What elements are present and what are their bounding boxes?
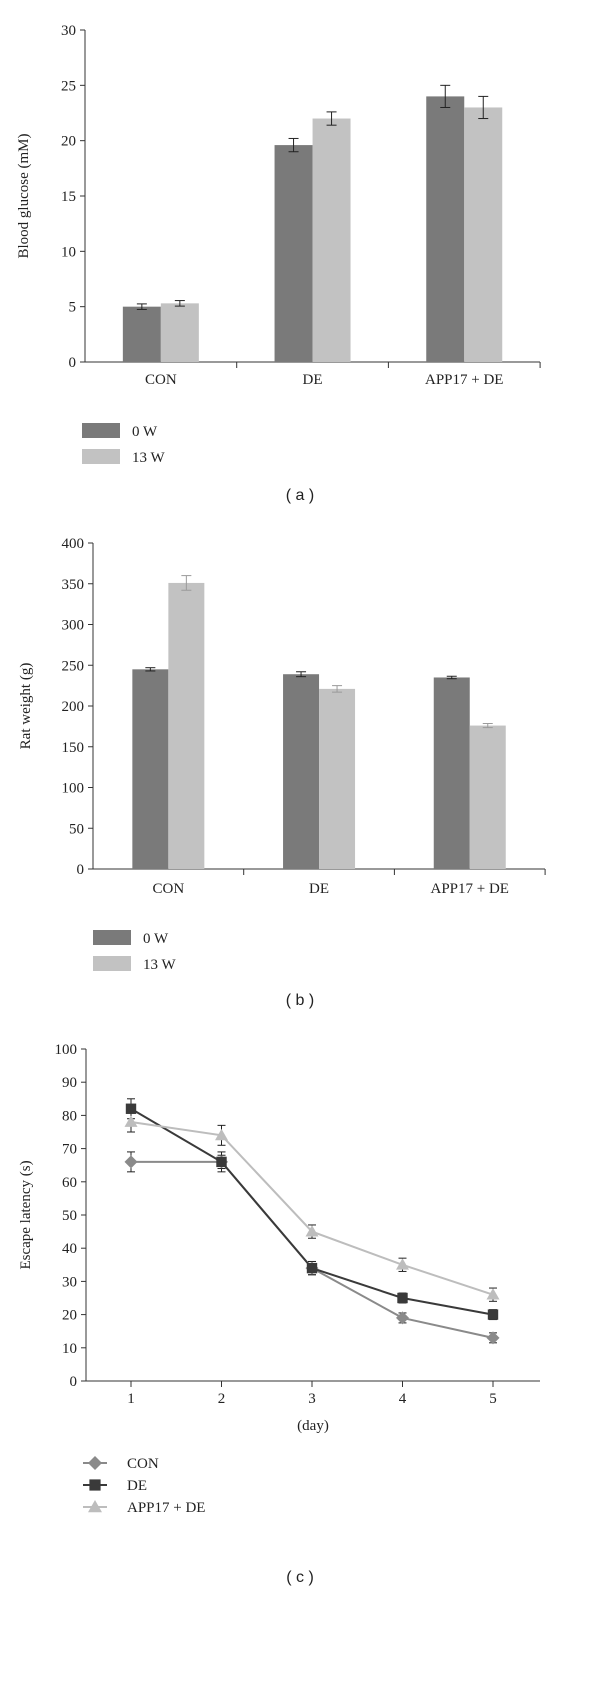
data-point (397, 1292, 408, 1304)
bar (122, 306, 161, 362)
y-axis-label: Rat weight (g) (18, 663, 34, 750)
data-point (487, 1309, 499, 1320)
legend-label: 0 W (132, 424, 158, 440)
bar (469, 725, 506, 869)
data-point (396, 1258, 409, 1270)
legend-marker (88, 1456, 102, 1470)
panel-label: ( a ) (286, 487, 314, 504)
legend-label: 13 W (132, 450, 165, 466)
y-tick-label: 100 (55, 1042, 78, 1058)
x-tick-label: 5 (489, 1391, 497, 1407)
bar (168, 582, 205, 869)
data-point (216, 1156, 227, 1168)
y-tick-label: 60 (62, 1175, 77, 1191)
chart-panel-0: 0 5 10 15 20 25 30 Blood glucose (mM) CON DE APP17… (16, 23, 541, 504)
bar (312, 118, 351, 363)
x-tick-label: 1 (127, 1391, 135, 1407)
data-point (486, 1331, 500, 1345)
bar (426, 96, 465, 363)
panel-label: ( b ) (286, 992, 314, 1009)
y-tick-label: 25 (61, 78, 76, 94)
y-tick-label: 20 (61, 134, 76, 150)
y-tick-label: 15 (61, 189, 76, 205)
x-tick-label: CON (153, 881, 185, 897)
y-tick-label: 10 (62, 1341, 77, 1357)
chart-panel-2: 0 10 20 30 40 50 60 70 80 90 100 Escape latency (s)… (18, 1042, 540, 1586)
chart-panel-1: 0 50 100 150 200 250 300 350 400 Rat weight (g) CO… (18, 536, 546, 1009)
series-line (130, 1107, 494, 1316)
y-tick-label: 10 (61, 244, 76, 260)
legend-swatch (93, 930, 131, 945)
y-tick-label: 0 (77, 862, 85, 878)
panel-label: ( c ) (286, 1569, 314, 1586)
y-tick-label: 400 (62, 536, 85, 552)
y-tick-label: 20 (62, 1308, 77, 1324)
y-tick-label: 30 (61, 23, 76, 39)
x-tick-label: DE (309, 881, 329, 897)
data-point (305, 1225, 319, 1237)
x-tick-label: 3 (308, 1391, 316, 1407)
data-point (125, 1103, 137, 1114)
y-tick-label: 100 (62, 781, 85, 797)
y-tick-label: 150 (62, 740, 85, 756)
data-point (396, 1311, 409, 1325)
y-axis-label: Escape latency (s) (18, 1160, 34, 1269)
x-tick-label: APP17 + DE (425, 372, 503, 388)
data-point (124, 1115, 138, 1127)
x-tick-label: DE (303, 372, 323, 388)
legend-label: CON (127, 1456, 159, 1472)
y-tick-label: 0 (70, 1374, 78, 1390)
x-tick-label: CON (145, 372, 177, 388)
y-tick-label: 30 (62, 1274, 77, 1290)
legend-label: APP17 + DE (127, 1500, 205, 1516)
bar (319, 688, 356, 869)
series-line (131, 1160, 494, 1339)
bar (433, 677, 470, 869)
y-axis-label: Blood glucose (mM) (16, 134, 32, 259)
data-point (124, 1155, 138, 1169)
legend-label: 13 W (143, 957, 176, 973)
legend-marker (88, 1500, 102, 1513)
y-tick-label: 50 (62, 1208, 77, 1224)
bar (160, 303, 199, 362)
legend-swatch (93, 956, 131, 971)
bar (464, 107, 503, 362)
bar (283, 674, 320, 869)
x-axis-label: (day) (297, 1418, 329, 1434)
y-tick-label: 250 (62, 658, 85, 674)
y-tick-label: 300 (62, 618, 85, 634)
legend-label: 0 W (143, 931, 169, 947)
y-tick-label: 90 (62, 1075, 77, 1091)
x-tick-label: APP17 + DE (431, 881, 509, 897)
data-point (486, 1288, 500, 1300)
y-tick-label: 0 (69, 355, 77, 371)
y-tick-label: 80 (62, 1108, 77, 1124)
bar (132, 669, 169, 869)
y-tick-label: 50 (69, 821, 84, 837)
data-point (215, 1128, 228, 1141)
x-tick-label: 2 (218, 1391, 226, 1407)
legend-swatch (82, 449, 120, 464)
legend-marker (89, 1479, 101, 1491)
y-tick-label: 5 (69, 300, 77, 316)
y-tick-label: 40 (62, 1241, 77, 1257)
y-tick-label: 350 (62, 577, 85, 593)
legend-label: DE (127, 1478, 147, 1494)
bar (274, 145, 313, 362)
data-point (306, 1262, 318, 1274)
x-tick-label: 4 (399, 1391, 407, 1407)
y-tick-label: 200 (62, 699, 85, 715)
legend-swatch (82, 423, 120, 438)
y-tick-label: 70 (62, 1142, 77, 1158)
